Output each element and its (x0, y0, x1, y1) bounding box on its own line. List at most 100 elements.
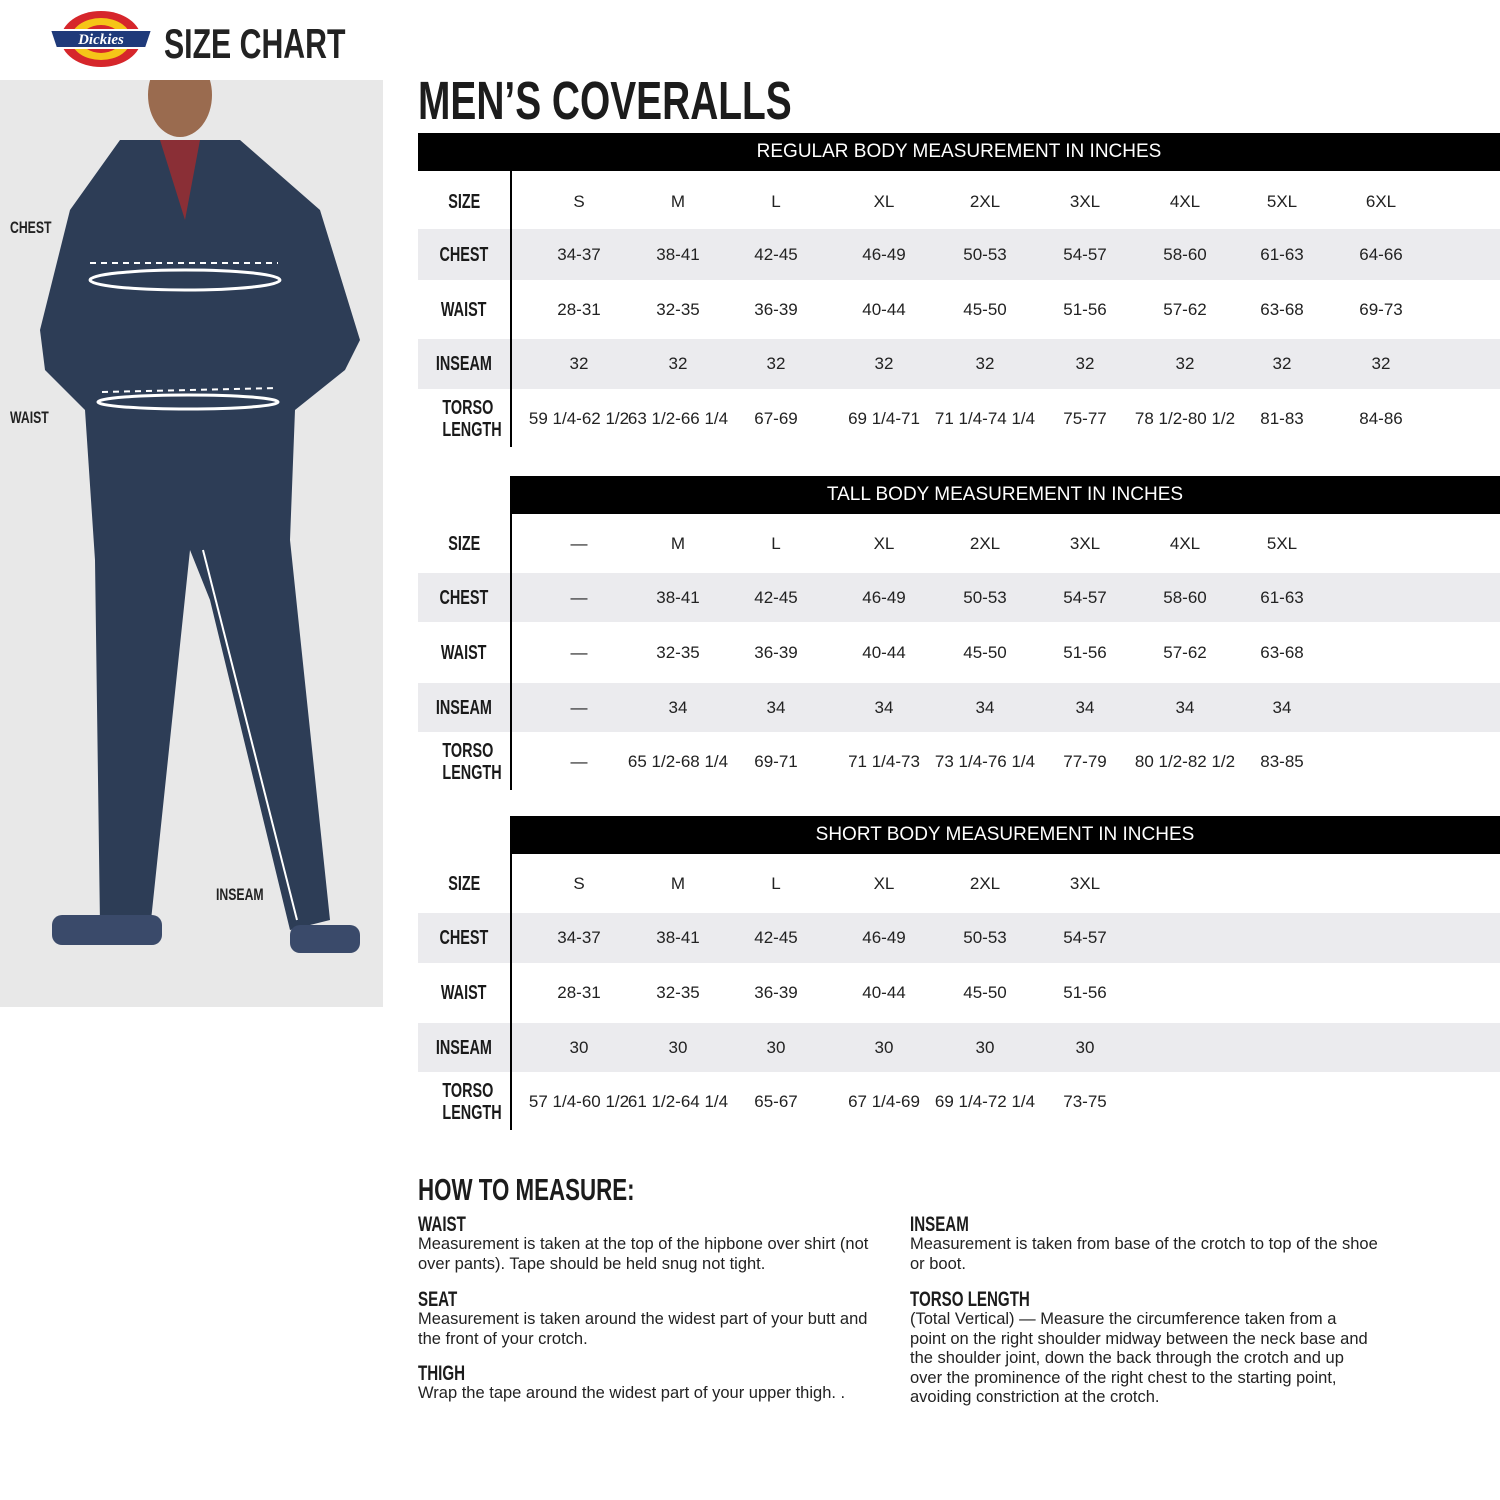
cell: 40-44 (862, 299, 906, 319)
cell: 42-45 (754, 587, 798, 607)
row-label: SIZE (447, 872, 480, 895)
cell: L (771, 533, 781, 553)
how-seat: SEAT Measurement is taken around the wide… (418, 1288, 868, 1348)
cell: 38-41 (656, 244, 700, 264)
table-row-chest: CHEST — 38-41 42-45 46-49 50-53 54-57 58-60 61-6… (418, 573, 1500, 622)
cell: 5XL (1266, 533, 1298, 553)
row-label: INSEAM (435, 696, 492, 719)
cell: 3XL (1069, 533, 1101, 553)
cell: 69-71 (754, 751, 798, 771)
cell: XL (873, 533, 895, 553)
how-to-measure-title: HOW TO MEASURE: (418, 1172, 635, 1207)
row-label: INSEAM (435, 1036, 492, 1059)
cell: M (670, 873, 686, 893)
cell: 73 1/4-76 1/4 (934, 751, 1036, 771)
row-label: SIZE (447, 190, 480, 213)
cell: 2XL (969, 533, 1001, 553)
table-header: REGULAR BODY MEASUREMENT IN INCHES (418, 133, 1500, 171)
table-row-inseam: INSEAM 30 30 30 30 30 30 (418, 1023, 1500, 1072)
cell: 51-56 (1063, 299, 1107, 319)
cell: 32-35 (656, 642, 700, 662)
cell: 40-44 (862, 642, 906, 662)
model-photo: CHEST WAIST INSEAM (0, 53, 383, 1007)
cell: 30 (766, 1037, 786, 1057)
page-title: MEN’S COVERALLS (418, 71, 792, 131)
cell: 69 1/4-72 1/4 (934, 1091, 1036, 1111)
short-size-table: SHORT BODY MEASUREMENT IN INCHES SIZE S M L X… (418, 816, 1500, 1136)
cell: S (573, 191, 585, 211)
cell: 34 (668, 697, 688, 717)
table-row-chest: CHEST 34-37 38-41 42-45 46-49 50-53 54-57 58-60… (418, 229, 1500, 280)
row-label: INSEAM (435, 353, 492, 375)
cell: 28-31 (557, 299, 601, 319)
cell: 32-35 (656, 983, 700, 1002)
cell: 50-53 (963, 244, 1007, 264)
cell: — (570, 587, 588, 607)
cell: — (570, 751, 588, 771)
cell: XL (873, 873, 895, 893)
cell: 57-62 (1163, 642, 1207, 662)
table-row-size: SIZE S M L XL 2XL 3XL 4XL 5XL 6XL (418, 175, 1500, 228)
cell: 34 (766, 697, 786, 717)
cell: 6XL (1365, 191, 1397, 211)
cell: 58-60 (1163, 587, 1207, 607)
cell: 28-31 (557, 983, 601, 1002)
cell: 64-66 (1359, 244, 1403, 264)
table-row-chest: CHEST 34-37 38-41 42-45 46-49 50-53 54-57 (418, 913, 1500, 963)
chest-label: CHEST (10, 218, 52, 237)
cell: 80 1/2-82 1/2 (1134, 751, 1236, 771)
cell: 32 (569, 354, 589, 373)
cell: 34 (975, 697, 995, 717)
cell: 45-50 (963, 299, 1007, 319)
cell: 61-63 (1260, 244, 1304, 264)
cell: 71 1/4-73 (848, 751, 920, 771)
cell: 34-37 (557, 244, 601, 264)
cell: 32 (975, 354, 995, 373)
cell: 42-45 (754, 244, 798, 264)
cell: 30 (874, 1037, 894, 1057)
cell: 4XL (1169, 191, 1201, 211)
row-label: CHEST (439, 586, 489, 609)
cell: 38-41 (656, 928, 700, 947)
cell: 75-77 (1063, 409, 1107, 428)
how-thigh: THIGH Wrap the tape around the widest par… (418, 1362, 846, 1402)
row-label: CHEST (439, 243, 489, 266)
table-row-waist: WAIST 28-31 32-35 36-39 40-44 45-50 51-56 57-62… (418, 281, 1500, 338)
row-label: WAIST (441, 982, 487, 1004)
svg-text:Dickies: Dickies (77, 32, 124, 48)
cell: 65 1/2-68 1/4 (627, 751, 729, 771)
cell: — (570, 642, 588, 662)
cell: 67 1/4-69 (848, 1091, 920, 1111)
dickies-logo: Dickies (48, 10, 154, 68)
cell: 84-86 (1359, 409, 1403, 428)
cell: 46-49 (862, 244, 906, 264)
how-torso-length: TORSO LENGTH (Total Vertical) — Measure t… (910, 1288, 1368, 1406)
cell: 81-83 (1260, 409, 1304, 428)
table-row-waist: WAIST — 32-35 36-39 40-44 45-50 51-56 57-62 63-6… (418, 623, 1500, 682)
table-row-torso: TORSO LENGTH — 65 1/2-68 1/4 69-71 71 1/4-73… (418, 733, 1500, 790)
cell: 63 1/2-66 1/4 (627, 409, 729, 428)
cell: 83-85 (1260, 751, 1304, 771)
cell: 30 (975, 1037, 995, 1057)
row-label: WAIST (441, 641, 487, 664)
cell: 34 (1075, 697, 1095, 717)
cell: S (573, 873, 585, 893)
table-row-size: SIZE — M L XL 2XL 3XL 4XL 5XL (418, 515, 1500, 572)
cell: XL (873, 191, 895, 211)
cell: 54-57 (1063, 244, 1107, 264)
cell: 78 1/2-80 1/2 (1134, 409, 1236, 428)
cell: 57-62 (1163, 299, 1207, 319)
cell: 32 (668, 354, 688, 373)
cell: 61 1/2-64 1/4 (627, 1091, 729, 1111)
cell: 69 1/4-71 (848, 409, 920, 428)
cell: 32 (1075, 354, 1095, 373)
cell: — (570, 533, 588, 553)
cell: 50-53 (963, 928, 1007, 947)
cell: M (670, 533, 686, 553)
tall-size-table: TALL BODY MEASUREMENT IN INCHES SIZE — M L XL… (418, 476, 1500, 796)
cell: 45-50 (963, 642, 1007, 662)
cell: 63-68 (1260, 299, 1304, 319)
table-row-waist: WAIST 28-31 32-35 36-39 40-44 45-50 51-56 (418, 964, 1500, 1022)
row-label: WAIST (441, 298, 487, 321)
table-header: TALL BODY MEASUREMENT IN INCHES (510, 476, 1500, 514)
